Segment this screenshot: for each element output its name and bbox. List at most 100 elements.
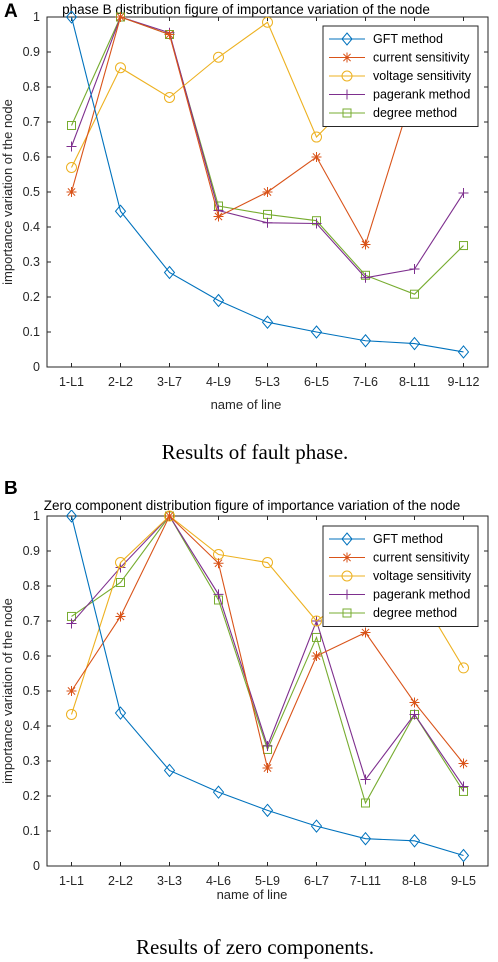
x-tick-label: 2-L2 [108, 874, 133, 888]
data-point [311, 152, 322, 162]
data-point [66, 162, 77, 173]
chart-panel-b: B Zero component distribution figure of … [0, 481, 498, 962]
data-point [164, 29, 175, 40]
data-point [114, 204, 127, 219]
legend-label: pagerank method [373, 588, 470, 602]
y-tick-label: 0.1 [23, 824, 40, 838]
data-point [65, 11, 78, 24]
data-point [212, 293, 225, 308]
legend-entry: GFT method [329, 32, 443, 46]
data-point [116, 578, 125, 587]
legend-label: current sensitivity [373, 51, 470, 65]
data-point [311, 131, 322, 143]
data-point [115, 12, 126, 22]
data-point [408, 834, 421, 848]
legend-label: current sensitivity [373, 551, 470, 565]
legend-marker [342, 552, 352, 563]
data-point [409, 264, 420, 274]
legend-marker [342, 52, 352, 63]
y-tick-label: 0.5 [23, 684, 40, 698]
legend-marker [341, 570, 353, 582]
series-line [70, 16, 464, 353]
data-point [212, 785, 225, 799]
y-tick-label: 0.2 [23, 789, 40, 803]
x-tick-label: 2-L2 [108, 375, 133, 389]
x-tick-label: 5-L9 [255, 874, 280, 888]
data-point [66, 686, 77, 696]
legend-label: voltage sensitivity [373, 69, 472, 83]
y-tick-label: 0.7 [23, 614, 40, 628]
y-axis-label: importance variation of the node [0, 99, 15, 285]
figure-caption: Results of zero components. [136, 935, 374, 959]
legend-entry: voltage sensitivity [329, 69, 472, 83]
data-point [360, 774, 371, 785]
data-point [261, 315, 274, 329]
data-point [409, 709, 420, 720]
legend-label: GFT method [373, 532, 443, 546]
data-point [115, 557, 126, 569]
data-point [310, 819, 323, 833]
x-tick-label: 3-L3 [157, 874, 182, 888]
legend-entry: voltage sensitivity [329, 569, 472, 583]
series-gft-method [65, 510, 470, 863]
series-line [70, 515, 464, 857]
y-tick-label: 0.5 [23, 185, 40, 199]
legend-label: GFT method [373, 32, 443, 46]
legend-marker [341, 32, 353, 46]
y-tick-label: 0.2 [23, 290, 40, 304]
x-tick-label: 4-L6 [206, 874, 231, 888]
data-point [459, 241, 468, 251]
x-tick-label: 8-L8 [402, 874, 427, 888]
legend-entry: pagerank method [329, 588, 470, 602]
legend-entry: current sensitivity [329, 551, 470, 565]
data-point [115, 611, 126, 622]
x-tick-label: 6-L7 [304, 874, 329, 888]
data-point [114, 706, 127, 720]
data-point [163, 265, 176, 280]
x-tick-label: 5-L3 [255, 375, 280, 389]
y-tick-label: 0.7 [23, 115, 40, 129]
data-point [115, 62, 126, 74]
legend-marker [342, 608, 352, 618]
x-tick-label: 9-L12 [448, 375, 480, 389]
data-point [66, 141, 77, 152]
y-tick-label: 0.8 [23, 579, 40, 593]
data-point [262, 16, 273, 28]
chart-title: Zero component distribution figure of im… [44, 498, 461, 513]
data-point [360, 239, 371, 250]
legend-label: voltage sensitivity [373, 569, 472, 583]
data-point [457, 345, 470, 359]
series-line [71, 21, 366, 168]
legend-entry: GFT method [329, 532, 443, 546]
data-point [458, 188, 469, 199]
x-axis-label: name of line [217, 887, 288, 902]
data-point [408, 336, 421, 351]
y-tick-label: 0.3 [23, 255, 40, 269]
x-tick-label: 1-L1 [59, 874, 84, 888]
data-point [262, 557, 273, 569]
legend-entry: pagerank method [329, 88, 470, 102]
data-point [65, 510, 78, 523]
legend-marker [342, 589, 352, 600]
data-point [164, 92, 175, 103]
legend-marker [342, 108, 352, 118]
x-axis-label: name of line [211, 397, 282, 412]
data-point [359, 333, 372, 348]
legend-entry: current sensitivity [329, 51, 470, 65]
legend-marker [341, 532, 353, 546]
data-point [312, 632, 321, 642]
series-voltage-sensitivity [66, 16, 371, 173]
y-tick-label: 0 [33, 859, 40, 873]
data-point [409, 697, 420, 708]
y-axis-label: importance variation of the node [0, 598, 15, 784]
data-point [262, 763, 273, 773]
legend-marker [341, 70, 353, 82]
legend-label: degree method [373, 606, 457, 620]
x-tick-label: 4-L9 [206, 375, 231, 389]
panel-label: A [4, 1, 18, 22]
data-point [360, 627, 371, 638]
data-point [262, 187, 273, 197]
data-point [213, 558, 224, 569]
series-current-sensitivity [66, 511, 469, 773]
data-point [360, 272, 371, 283]
